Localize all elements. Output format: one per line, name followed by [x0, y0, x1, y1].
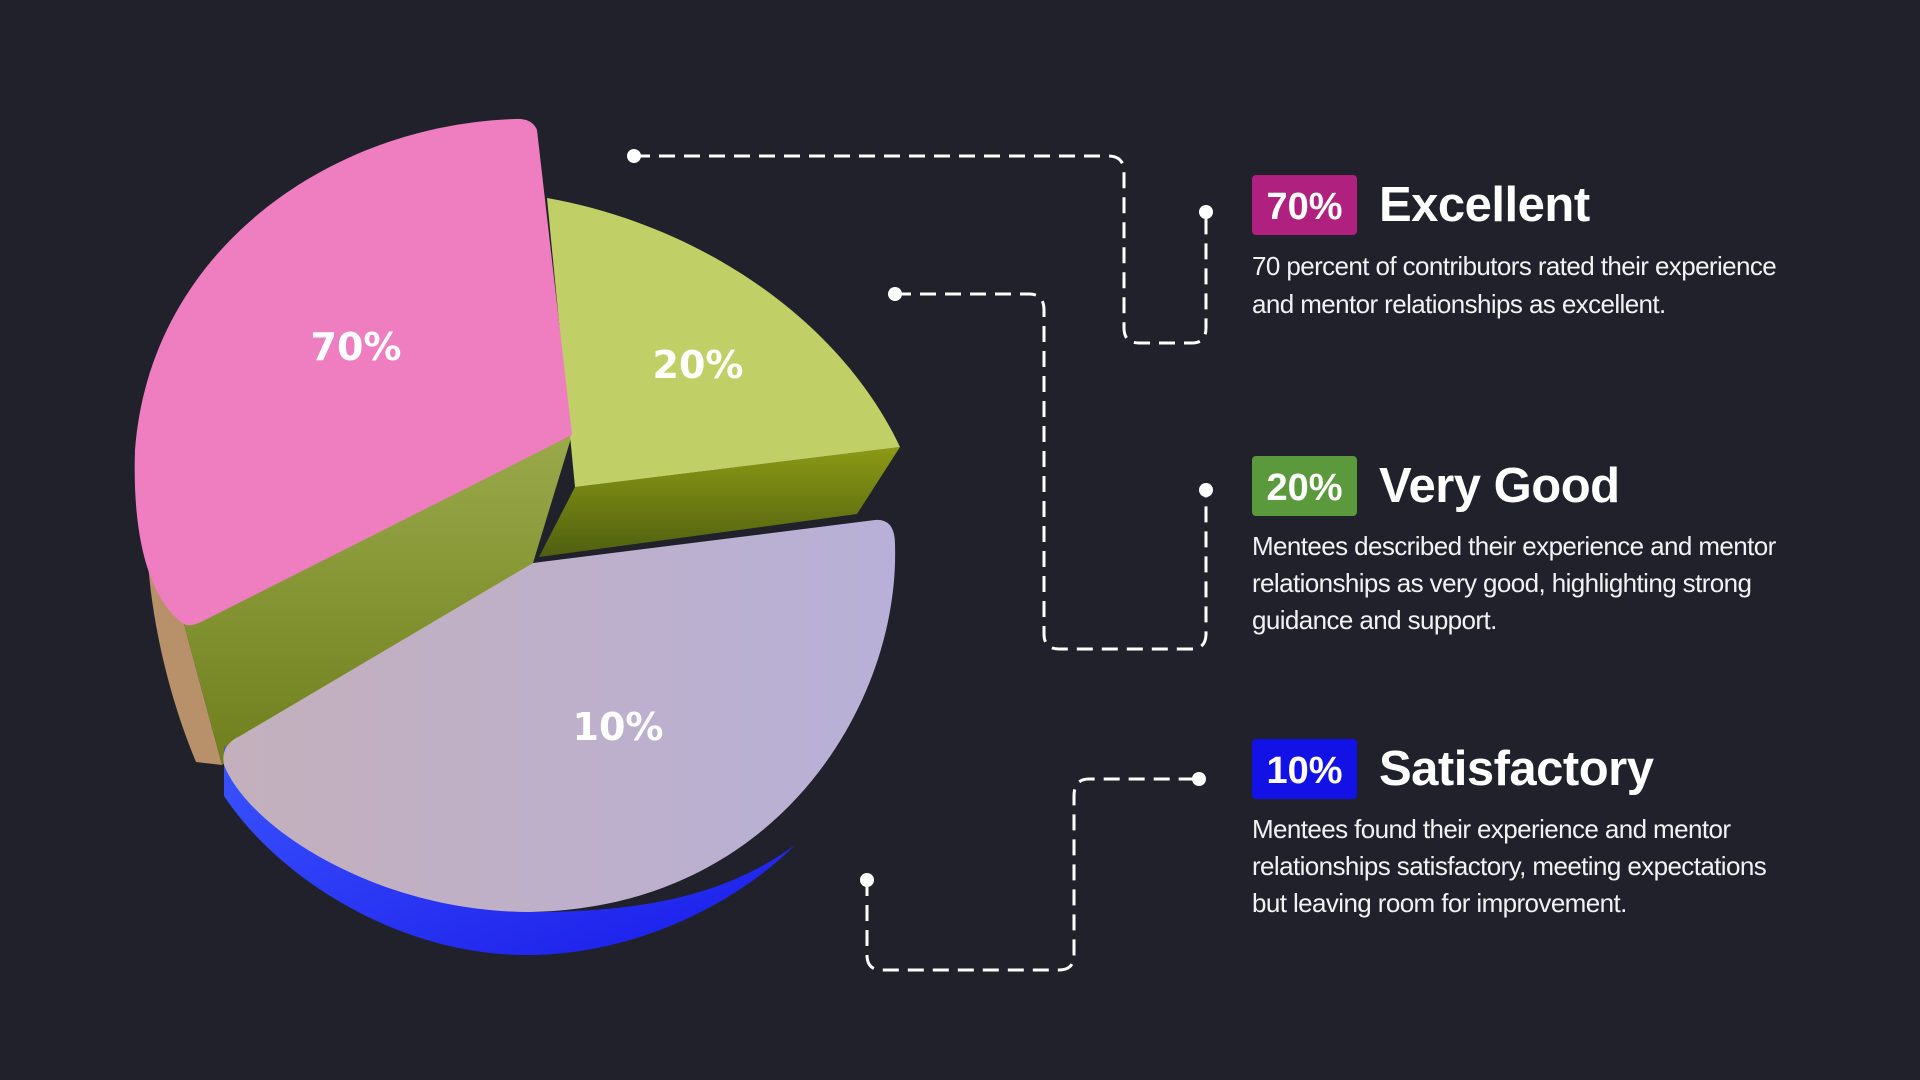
connector-satisfactory — [865, 777, 1199, 972]
connector-dot — [1199, 205, 1213, 219]
legend-description: Mentees found their experience and mento… — [1252, 814, 1767, 918]
percent-badge: 10% — [1252, 739, 1357, 799]
slice-label-excellent: 70% — [311, 325, 402, 369]
connector-dot — [860, 873, 874, 887]
slice-excellent — [134, 118, 572, 626]
slice-label-very-good: 20% — [653, 343, 744, 387]
slice-side-very-good — [539, 447, 900, 557]
percent-badge: 70% — [1252, 175, 1357, 235]
connector-very-good — [895, 292, 1208, 651]
slice-label-satisfactory: 10% — [573, 705, 664, 749]
slice-side-satisfactory — [224, 745, 795, 955]
legend-title: Excellent — [1379, 178, 1590, 232]
legend-description: Mentees described their experience and m… — [1252, 531, 1776, 635]
legend-item-excellent: 70% Excellent 70 percent of contributors… — [1252, 175, 1792, 323]
connector-excellent — [634, 154, 1208, 345]
slice-side-excellent-front — [184, 435, 572, 765]
connector-dot — [627, 149, 641, 163]
connector-dot — [888, 287, 902, 301]
slice-satisfactory — [223, 519, 896, 912]
legend-title: Very Good — [1379, 459, 1620, 513]
connector-dot — [1199, 483, 1213, 497]
legend-item-very-good: 20% Very Good Mentees described their ex… — [1252, 456, 1792, 639]
slice-very-good — [547, 198, 900, 487]
legend-description: 70 percent of contributors rated their e… — [1252, 251, 1777, 319]
connector-dot — [1192, 772, 1206, 786]
legend-item-satisfactory: 10% Satisfactory Mentees found their exp… — [1252, 739, 1792, 922]
percent-badge: 20% — [1252, 456, 1357, 516]
legend-title: Satisfactory — [1379, 742, 1654, 796]
